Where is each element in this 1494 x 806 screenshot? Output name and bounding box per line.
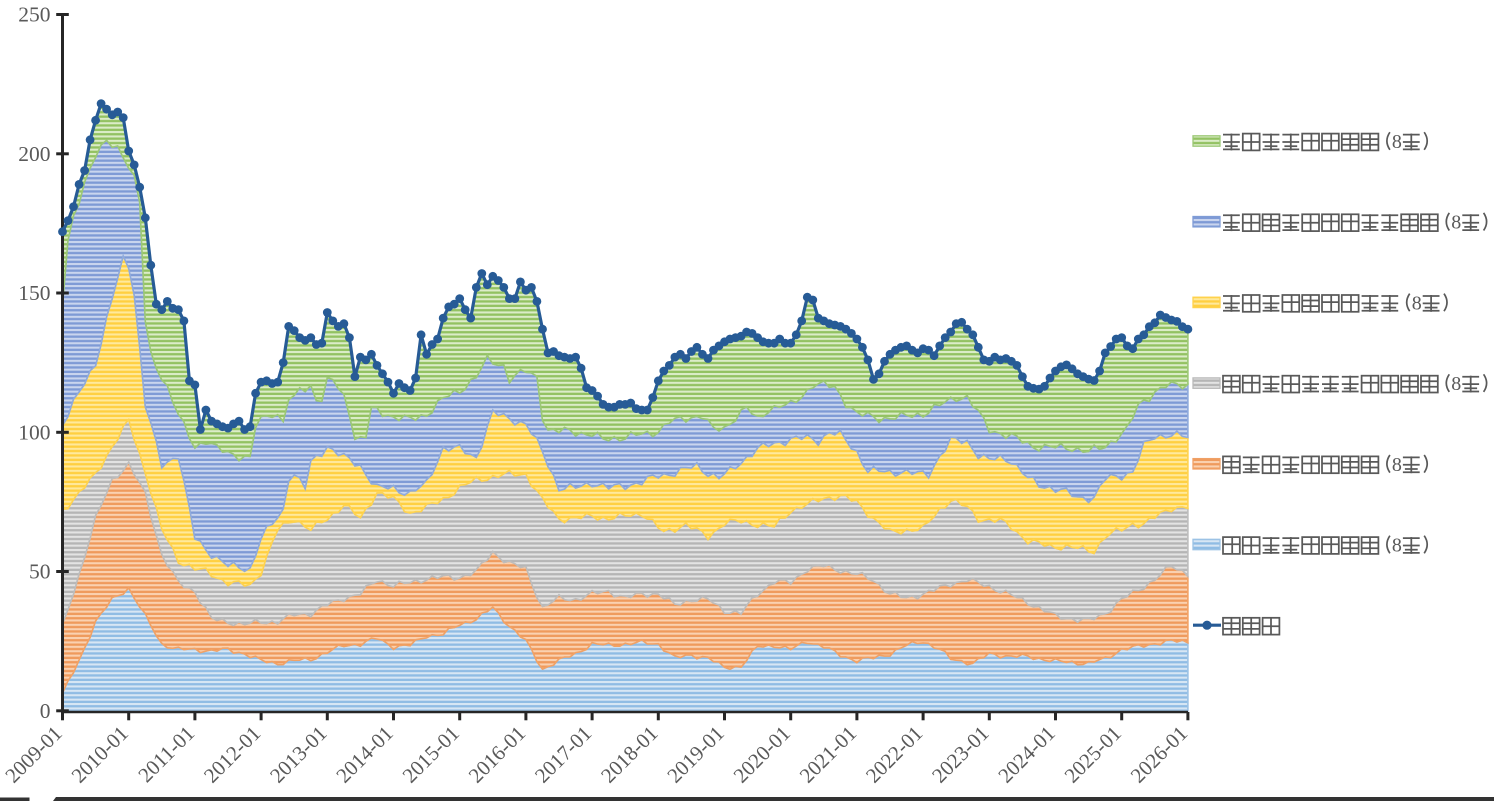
svg-text:100: 100 [18, 420, 50, 444]
svg-text:200: 200 [18, 142, 50, 166]
svg-text:8: 8 [1392, 131, 1402, 153]
svg-text:8: 8 [1451, 373, 1461, 395]
svg-text:50: 50 [29, 560, 51, 584]
svg-text:250: 250 [18, 3, 50, 27]
svg-text:8: 8 [1451, 212, 1461, 234]
svg-text:150: 150 [18, 281, 50, 305]
svg-text:0: 0 [40, 699, 51, 723]
svg-text:8: 8 [1392, 454, 1402, 476]
svg-text:8: 8 [1392, 535, 1402, 557]
svg-text:8: 8 [1412, 292, 1422, 314]
